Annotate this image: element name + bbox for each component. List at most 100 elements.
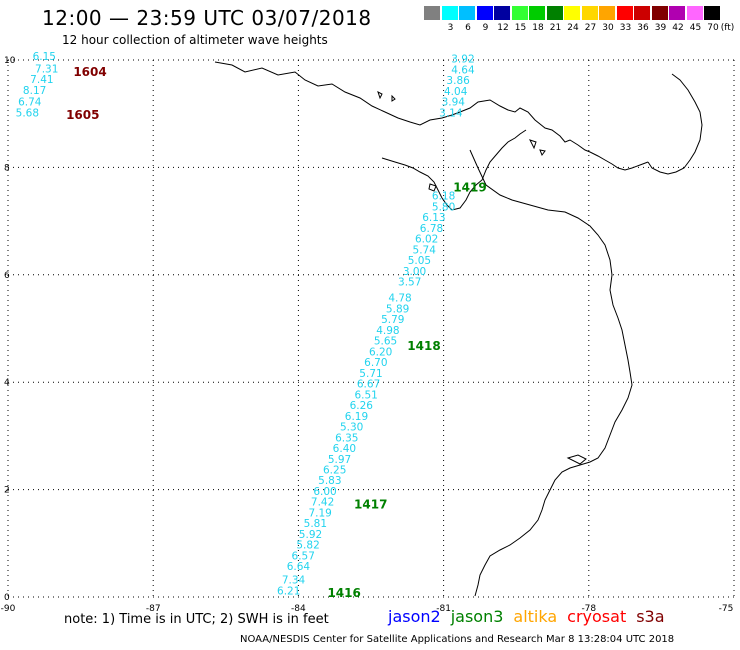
- colorbar-label: 36: [637, 23, 649, 33]
- coastline-panama: [214, 61, 649, 171]
- colorbar-unit: (ft): [720, 23, 735, 33]
- colorbar-label: 3: [447, 23, 454, 33]
- wave-height-value: 4.78: [388, 293, 411, 305]
- wave-height-value: 5.82: [296, 540, 319, 552]
- wave-height-track: 3.924.643.864.043.943.14 6.185.806.136.78…: [16, 51, 475, 597]
- wave-height-value: 6.00: [313, 486, 336, 498]
- legend-jason3: jason3: [450, 607, 504, 626]
- wave-height-value: 6.40: [333, 443, 356, 455]
- colorbar-label: 21: [549, 23, 562, 33]
- coastline-north: [647, 73, 703, 175]
- coastline-islands: [377, 91, 587, 465]
- wave-height-value: 5.65: [374, 336, 397, 348]
- wave-height-value: 5.30: [340, 422, 363, 434]
- coastline-south-america: [469, 149, 633, 597]
- coastline: [214, 61, 703, 597]
- pass-number-label: 1604: [73, 65, 106, 79]
- colorbar-swatch: [511, 6, 528, 20]
- axis-tick-labels: -90 -87 -84 -81 -78 -75 10 8 6 4 2 0: [1, 56, 734, 614]
- wave-height-value: 5.89: [386, 303, 409, 315]
- wave-height-value: 6.19: [345, 411, 368, 423]
- wave-height-value: 6.57: [292, 550, 315, 562]
- footer-credit: NOAA/NESDIS Center for Satellite Applica…: [240, 634, 675, 645]
- colorbar-swatch: [686, 6, 703, 20]
- y-tick-label: 8: [4, 163, 10, 173]
- wave-height-value: 5.79: [381, 314, 404, 326]
- pass-labels: 1604 1605 1419 1418 1417 1416: [66, 65, 487, 600]
- wave-height-value: 5.68: [16, 107, 39, 119]
- wave-height-value: 6.26: [350, 400, 374, 412]
- wave-height-value: 4.64: [451, 64, 475, 76]
- wave-height-value: 3.00: [403, 266, 426, 278]
- wave-height-value: 5.92: [299, 529, 322, 541]
- colorbar-label: 39: [654, 23, 667, 33]
- wave-height-value: 4.98: [376, 325, 399, 337]
- wave-height-value: 7.41: [30, 74, 53, 86]
- colorbar-label: 24: [567, 23, 579, 33]
- y-tick-label: 6: [4, 271, 10, 281]
- wave-height-value: 6.02: [415, 234, 438, 246]
- colorbar-swatch: [529, 6, 545, 20]
- wave-height-value: 6.20: [369, 346, 392, 358]
- coastline-gulf-panama: [381, 129, 527, 211]
- wave-height-value: 5.74: [413, 244, 437, 256]
- colorbar-swatch: [651, 6, 668, 20]
- wave-height-value: 3.86: [446, 75, 470, 87]
- wave-height-value: 6.70: [364, 357, 387, 369]
- map-title: 12:00 — 23:59 UTC 03/07/2018: [42, 6, 372, 30]
- colorbar-label: 12: [497, 23, 509, 33]
- x-tick-label: -84: [291, 604, 306, 614]
- map-subtitle: 12 hour collection of altimeter wave hei…: [62, 33, 328, 47]
- colorbar-swatch: [459, 6, 475, 20]
- colorbar-label: 45: [689, 23, 702, 33]
- note-text: note: 1) Time is in UTC; 2) SWH is in fe…: [64, 612, 329, 627]
- wave-height-value: 3.14: [439, 107, 463, 119]
- colorbar-swatch: [494, 6, 510, 20]
- pass-number-label: 1417: [354, 497, 387, 511]
- colorbar-swatch: [616, 6, 633, 20]
- colorbar-label: 30: [602, 23, 614, 33]
- colorbar-label: 70: [707, 23, 719, 33]
- wave-height-value: 6.78: [420, 223, 443, 235]
- satellite-legend: jason2 jason3 altika cryosat s3a: [388, 607, 675, 626]
- colorbar-swatch: [581, 6, 598, 20]
- colorbar-swatch: [546, 6, 563, 20]
- legend-cryosat: cryosat: [567, 607, 627, 626]
- colorbar-swatch: [599, 6, 615, 20]
- wave-height-value: 5.83: [318, 475, 341, 487]
- colorbar-label: 6: [465, 23, 471, 33]
- pass-number-label: 1416: [327, 586, 360, 600]
- wave-height-value: 7.19: [308, 507, 331, 519]
- wave-height-value: 5.81: [304, 518, 327, 530]
- wave-height-value: 3.94: [442, 97, 466, 109]
- legend-jason2: jason2: [388, 607, 441, 626]
- colorbar-swatch: [476, 6, 493, 20]
- wave-height-value: 6.18: [432, 191, 455, 203]
- colorbar-swatch: [634, 6, 650, 20]
- legend-altika: altika: [513, 607, 558, 626]
- wave-height-value: 6.35: [335, 432, 358, 444]
- wave-height-value: 4.04: [444, 86, 468, 98]
- wave-height-value: 7.34: [282, 575, 306, 587]
- wave-height-value: 6.25: [323, 464, 346, 476]
- wave-height-value: 6.67: [357, 379, 380, 391]
- colorbar-swatch: [704, 6, 720, 20]
- wave-height-value: 5.80: [432, 201, 455, 213]
- y-tick-label: 10: [4, 56, 16, 66]
- wave-height-value: 6.13: [422, 212, 445, 224]
- pass-number-label: 1605: [66, 108, 99, 122]
- colorbar-label: 18: [532, 23, 544, 33]
- wave-height-value: 6.64: [287, 561, 311, 573]
- legend-s3a: s3a: [636, 607, 665, 626]
- wave-height-value: 8.17: [23, 85, 46, 97]
- colorbar-swatch: [424, 6, 440, 20]
- wave-height-value: 7.42: [311, 497, 334, 509]
- x-tick-label: -90: [1, 604, 16, 614]
- x-tick-label: -78: [581, 604, 596, 614]
- pass-number-label: 1418: [407, 339, 440, 353]
- wave-height-value: 3.57: [398, 277, 421, 289]
- x-tick-label: -75: [719, 604, 734, 614]
- y-tick-label: 4: [4, 378, 10, 388]
- wave-height-value: 6.21: [277, 585, 300, 597]
